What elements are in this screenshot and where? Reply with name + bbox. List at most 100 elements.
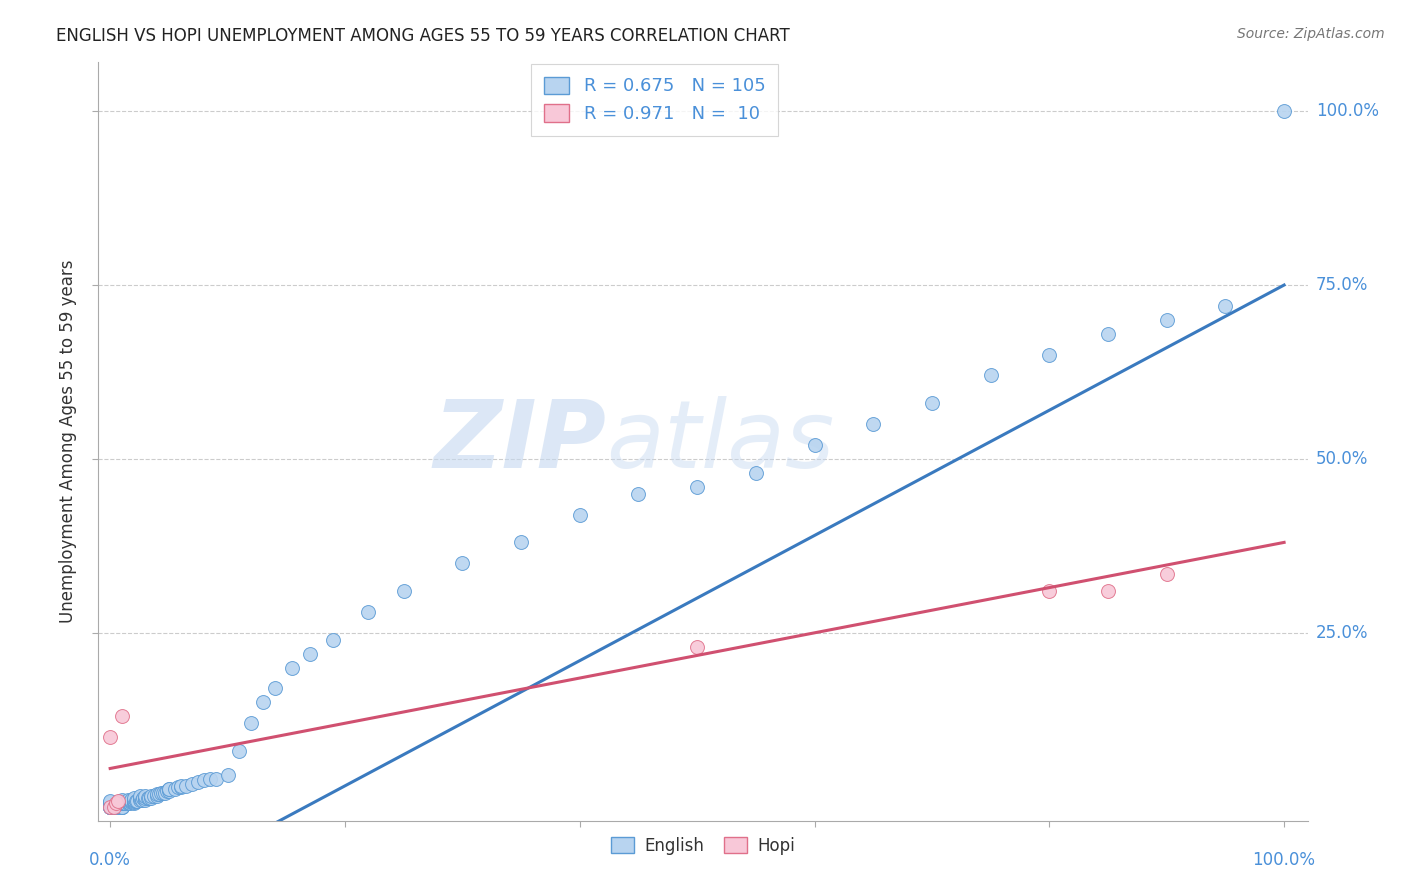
Point <box>157 782 180 797</box>
Point <box>240 716 263 731</box>
Point <box>181 777 204 791</box>
Point <box>114 797 136 811</box>
Point <box>111 799 134 814</box>
Point <box>110 795 132 809</box>
Point <box>122 793 145 807</box>
Point <box>176 779 198 793</box>
Point <box>155 786 177 800</box>
Point <box>187 775 209 789</box>
Text: atlas: atlas <box>606 396 835 487</box>
Point <box>510 535 533 549</box>
Point <box>107 794 129 808</box>
Point <box>117 793 139 807</box>
Point <box>146 789 169 804</box>
Point <box>131 793 153 807</box>
Point <box>122 794 145 808</box>
Point <box>120 794 142 808</box>
Point <box>862 417 884 432</box>
Point <box>98 799 121 814</box>
Point <box>252 695 274 709</box>
Point <box>198 772 221 786</box>
Point <box>157 784 180 798</box>
Point <box>1156 313 1178 327</box>
Point <box>1038 348 1060 362</box>
Point <box>149 786 172 800</box>
Point <box>111 797 134 811</box>
Point <box>108 797 131 811</box>
Point <box>128 791 150 805</box>
Point <box>745 466 768 480</box>
Point <box>98 799 121 814</box>
Text: 100.0%: 100.0% <box>1253 851 1316 869</box>
Point <box>167 780 190 795</box>
Point <box>134 791 156 805</box>
Point <box>111 709 134 723</box>
Point <box>105 799 128 814</box>
Legend: English, Hopi: English, Hopi <box>605 830 801 862</box>
Point <box>122 797 145 811</box>
Point <box>1038 584 1060 599</box>
Point <box>627 486 650 500</box>
Point <box>803 438 825 452</box>
Point <box>103 799 125 814</box>
Point <box>111 794 134 808</box>
Point <box>1097 326 1119 341</box>
Point <box>98 795 121 809</box>
Point <box>148 787 170 801</box>
Text: 50.0%: 50.0% <box>1316 450 1368 468</box>
Point <box>138 790 160 805</box>
Point <box>134 789 156 804</box>
Point <box>98 799 121 814</box>
Text: Source: ZipAtlas.com: Source: ZipAtlas.com <box>1237 27 1385 41</box>
Text: 0.0%: 0.0% <box>89 851 131 869</box>
Point <box>142 789 165 804</box>
Point <box>686 640 709 654</box>
Point <box>107 799 129 814</box>
Point <box>1272 104 1295 119</box>
Point <box>105 797 128 811</box>
Point <box>111 795 134 809</box>
Point <box>107 797 129 811</box>
Point <box>127 794 149 808</box>
Point <box>98 799 121 814</box>
Point <box>98 799 121 814</box>
Point <box>1097 584 1119 599</box>
Point <box>169 780 191 795</box>
Point <box>228 744 250 758</box>
Point <box>112 797 135 811</box>
Point <box>146 787 169 801</box>
Point <box>217 768 239 782</box>
Point <box>98 730 121 744</box>
Point <box>141 790 163 805</box>
Point <box>193 773 215 788</box>
Point <box>1156 566 1178 581</box>
Point <box>322 632 344 647</box>
Point <box>122 795 145 809</box>
Point <box>105 799 128 814</box>
Point <box>392 584 415 599</box>
Point <box>120 797 142 811</box>
Point <box>128 789 150 804</box>
Point <box>980 368 1002 383</box>
Point <box>169 779 191 793</box>
Point <box>686 480 709 494</box>
Point <box>111 797 134 811</box>
Y-axis label: Unemployment Among Ages 55 to 59 years: Unemployment Among Ages 55 to 59 years <box>59 260 77 624</box>
Point <box>111 799 134 814</box>
Text: ZIP: ZIP <box>433 395 606 488</box>
Point <box>122 791 145 805</box>
Point <box>451 556 474 570</box>
Point <box>108 795 131 809</box>
Point <box>132 791 155 805</box>
Point <box>152 786 174 800</box>
Point <box>98 799 121 814</box>
Point <box>1215 299 1237 313</box>
Point <box>111 797 134 811</box>
Point <box>204 772 226 786</box>
Point <box>98 794 121 808</box>
Point <box>111 793 134 807</box>
Point <box>111 795 134 809</box>
Point <box>155 784 177 798</box>
Point <box>568 508 591 522</box>
Point <box>105 799 128 814</box>
